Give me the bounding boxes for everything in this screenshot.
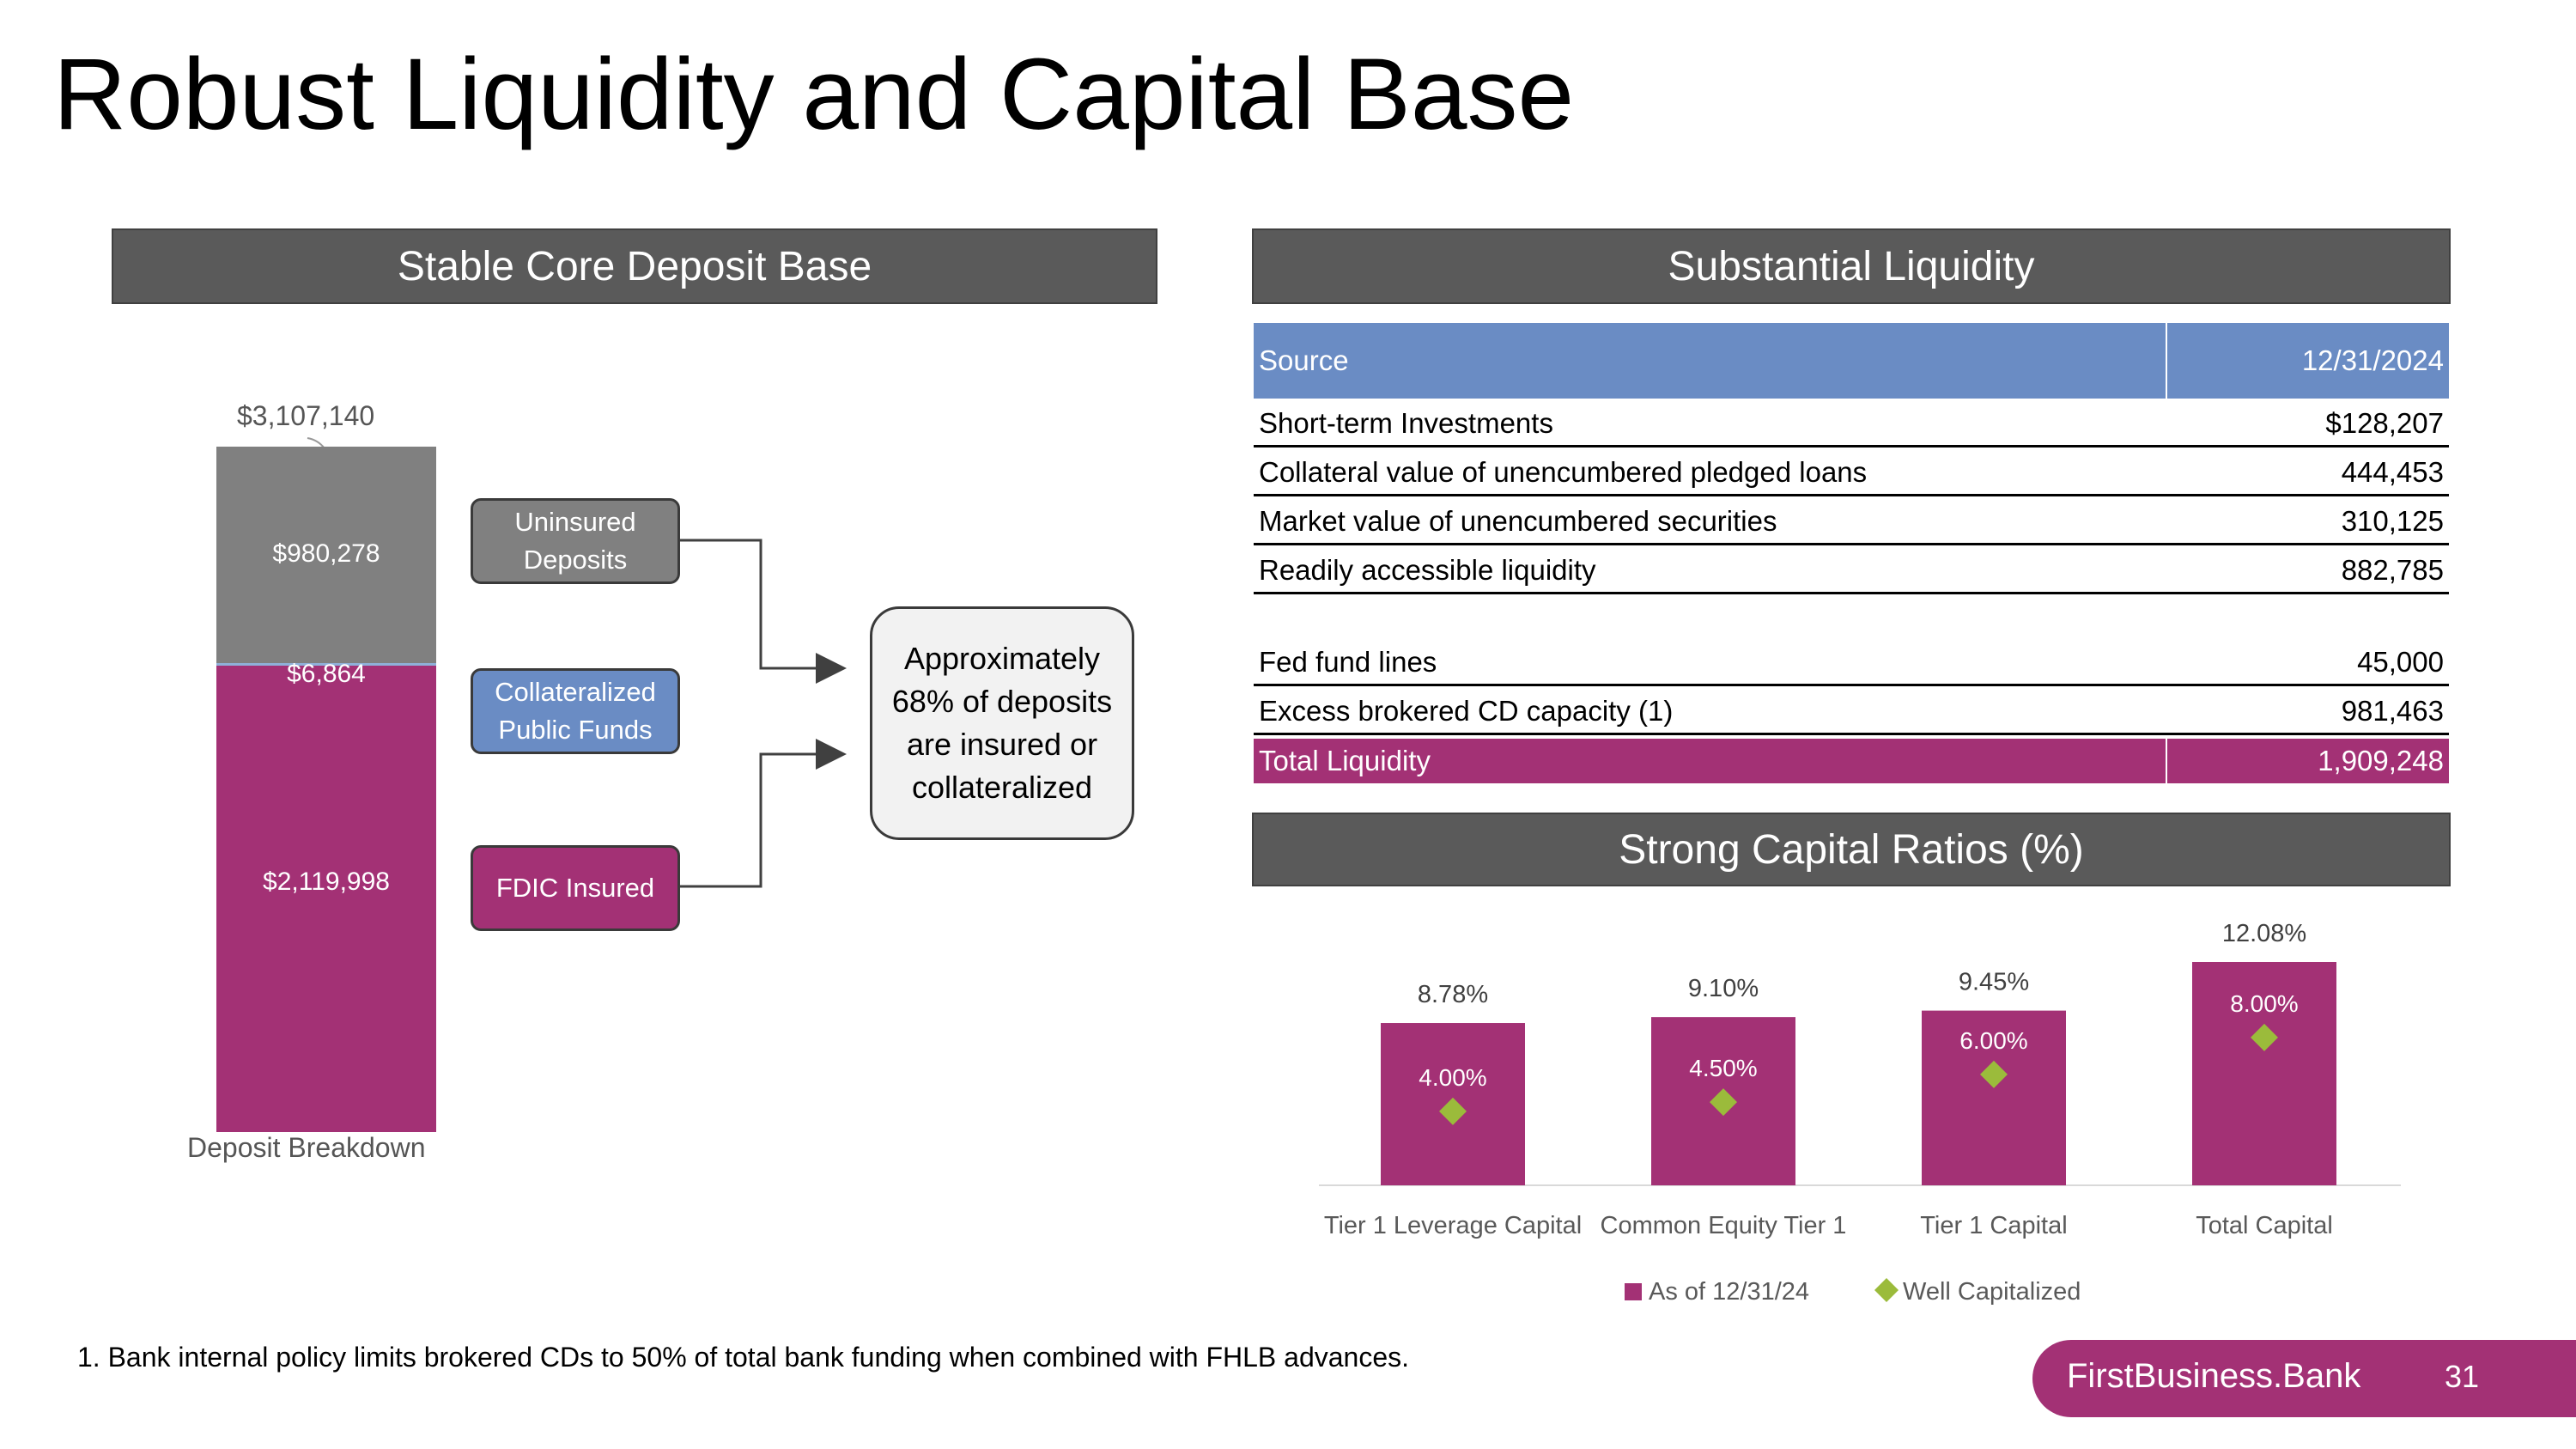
liquidity-table-header: Source 12/31/2024 [1254, 323, 2449, 399]
marker-value-label: 6.00% [1959, 1027, 2027, 1054]
category-tick-label: Tier 1 Leverage Capital [1324, 1212, 1582, 1239]
well-capitalized-marker [2251, 1023, 2278, 1051]
insured-callout: Approximately 68% of deposits are insure… [870, 606, 1134, 840]
collateralized-public-funds-box: Collateralized Public Funds [471, 668, 680, 754]
deposit-segment-uninsured [216, 447, 436, 663]
deposit-segment-fdic [216, 665, 436, 1132]
row-value: 1,909,248 [2166, 739, 2449, 783]
row-source: Collateral value of unencumbered pledged… [1259, 456, 1868, 488]
row-source: Readily accessible liquidity [1259, 554, 1596, 586]
arrow-uninsured [680, 539, 847, 684]
table-row: Fed fund lines 45,000 [1254, 637, 2449, 686]
deposit-total-label: $3,107,140 [237, 400, 375, 431]
capital-bar [2192, 962, 2336, 1185]
capital-section-header: Strong Capital Ratios (%) [1252, 813, 2451, 886]
deposit-label-uninsured: $980,278 [272, 539, 380, 568]
liquidity-table: Source 12/31/2024 Short-term Investments… [1254, 323, 2449, 783]
liquidity-section-header: Substantial Liquidity [1252, 228, 2451, 304]
row-value: 882,785 [2341, 554, 2444, 586]
brand-footer: FirstBusiness.Bank 31 [2032, 1340, 2576, 1417]
column-header-date: 12/31/2024 [2166, 323, 2449, 399]
well-capitalized-marker [1710, 1088, 1737, 1117]
capital-bar [1922, 1010, 2066, 1185]
category-tick-label: Total Capital [2196, 1212, 2333, 1239]
deposit-section-header: Stable Core Deposit Base [112, 228, 1157, 304]
deposit-label-collateralized: $6,864 [287, 659, 366, 688]
row-value: 981,463 [2341, 695, 2444, 727]
page-number: 31 [2445, 1359, 2480, 1394]
row-source: Short-term Investments [1259, 407, 1553, 439]
brand-logo-text: FirstBusiness.Bank [2067, 1357, 2361, 1395]
table-row: Market value of unencumbered securities … [1254, 496, 2449, 545]
legend-label-bars: As of 12/31/24 [1649, 1278, 1809, 1306]
connector-arrows [680, 539, 847, 888]
table-row: Excess brokered CD capacity (1) 981,463 [1254, 686, 2449, 735]
bar-value-label: 8.78% [1418, 981, 1488, 1008]
well-capitalized-marker [1980, 1060, 2008, 1088]
row-source: Excess brokered CD capacity (1) [1259, 695, 1674, 727]
table-row: Collateral value of unencumbered pledged… [1254, 447, 2449, 496]
table-row-total: Total Liquidity 1,909,248 [1254, 739, 2449, 783]
deposit-label-fdic: $2,119,998 [263, 868, 390, 897]
deposit-segment-collateralized [216, 662, 436, 666]
bar-value-label: 9.45% [1959, 969, 2029, 996]
column-header-source: Source [1259, 344, 1349, 376]
bar-value-label: 12.08% [2222, 920, 2306, 947]
uninsured-deposits-box: Uninsured Deposits [471, 498, 680, 584]
page-title: Robust Liquidity and Capital Base [53, 38, 1575, 151]
fdic-insured-box: FDIC Insured [471, 845, 680, 931]
row-value: 45,000 [2357, 646, 2444, 678]
legend-swatch-bars [1625, 1283, 1642, 1300]
deposit-axis-label: Deposit Breakdown [187, 1132, 426, 1163]
row-source: Market value of unencumbered securities [1259, 505, 1777, 537]
row-value: $128,207 [2325, 407, 2444, 439]
row-value: 310,125 [2341, 505, 2444, 537]
table-row: Short-term Investments $128,207 [1254, 399, 2449, 447]
marker-value-label: 8.00% [2230, 990, 2298, 1017]
legend-label-marker: Well Capitalized [1903, 1278, 2081, 1306]
marker-value-label: 4.50% [1689, 1055, 1757, 1081]
table-spacer [1254, 594, 2449, 637]
row-value: 444,453 [2341, 456, 2444, 488]
category-tick-label: Tier 1 Capital [1920, 1212, 2067, 1239]
category-tick-label: Common Equity Tier 1 [1601, 1212, 1847, 1239]
well-capitalized-marker [1439, 1097, 1467, 1125]
arrow-fdic [680, 739, 847, 888]
bar-value-label: 9.10% [1688, 975, 1759, 1002]
footnote: 1. Bank internal policy limits brokered … [77, 1342, 1410, 1373]
marker-value-label: 4.00% [1419, 1064, 1486, 1091]
row-source: Total Liquidity [1259, 745, 1431, 776]
table-row: Readily accessible liquidity 882,785 [1254, 545, 2449, 594]
capital-ratios-chart: 8.78% 4.00% Tier 1 Leverage Capital 9.10% 4.… [1319, 920, 2401, 1306]
row-source: Fed fund lines [1259, 646, 1437, 678]
legend-swatch-marker [1874, 1278, 1899, 1302]
